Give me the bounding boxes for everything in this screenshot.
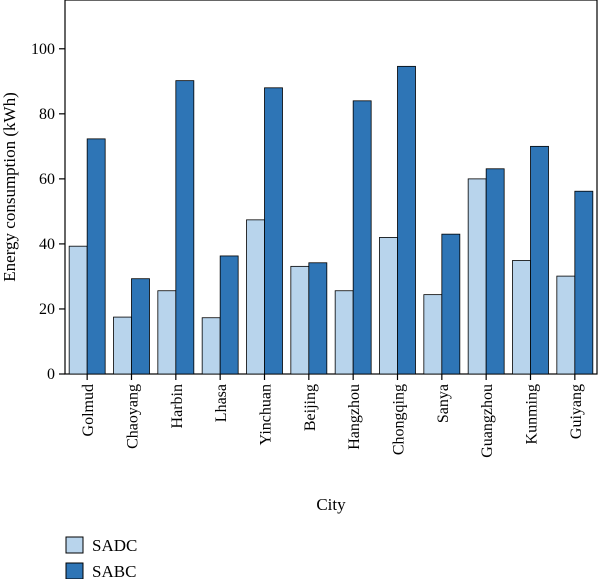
x-tick-label-golmud: Golmud [80, 384, 97, 436]
x-axis-title: City [316, 495, 346, 514]
bar-sadc-chongqing [379, 237, 398, 375]
y-tick-label: 80 [39, 106, 55, 123]
bar-sadc-harbin [157, 290, 177, 375]
bar-sadc-hangzhou [334, 290, 354, 375]
x-tick-label-chongqing: Chongqing [391, 384, 408, 455]
bar-sabc-sanya [441, 233, 461, 375]
bar-sabc-lhasa [219, 255, 239, 375]
bar-sadc-yinchuan [246, 219, 265, 375]
bar-sabc-kunming [530, 145, 549, 375]
x-tick-label-guiyang: Guiyang [568, 384, 585, 439]
x-tick-label-kunming: Kunming [524, 384, 541, 444]
bar-sadc-sanya [423, 294, 443, 375]
bar-sadc-guangzhou [467, 178, 487, 375]
bar-sabc-hangzhou [352, 100, 372, 375]
bar-sadc-beijing [290, 265, 310, 375]
legend: SADC SABC [65, 536, 137, 579]
x-axis: Golmud Chaoyang Harbin Lhasa Yinchuan Beijing… [80, 374, 585, 458]
legend-swatch-sabc [65, 562, 84, 579]
x-tick-label-yinchuan: Yinchuan [258, 384, 275, 445]
y-axis: 0 20 40 60 80 100 [31, 41, 65, 383]
legend-label-sadc: SADC [92, 536, 137, 555]
y-axis-title: Energy consumption (kWh) [0, 92, 19, 281]
bar-sadc-kunming [512, 260, 531, 375]
y-tick-label: 20 [39, 301, 55, 318]
bar-sabc-beijing [308, 262, 328, 375]
bar-sabc-guangzhou [485, 168, 505, 375]
x-tick-label-harbin: Harbin [169, 384, 186, 428]
y-tick-label: 60 [39, 171, 55, 188]
bar-sadc-golmud [68, 245, 88, 375]
bar-sabc-chaoyang [131, 278, 150, 375]
x-tick-label-guangzhou: Guangzhou [479, 384, 496, 458]
x-tick-label-lhasa: Lhasa [213, 384, 230, 422]
legend-label-sabc: SABC [92, 562, 136, 579]
bar-sadc-guiyang [556, 275, 576, 375]
y-tick-label: 0 [47, 366, 55, 383]
bar-sadc-lhasa [201, 317, 221, 375]
x-tick-label-hangzhou: Hangzhou [346, 384, 363, 450]
x-tick-label-chaoyang: Chaoyang [125, 384, 142, 449]
bar-sabc-yinchuan [264, 87, 283, 375]
bar-sabc-chongqing [397, 65, 416, 375]
plot-frame [64, 0, 598, 375]
legend-swatch-sadc [65, 536, 84, 554]
bars [68, 65, 594, 375]
y-tick-label: 40 [39, 236, 55, 253]
bar-sabc-harbin [175, 80, 195, 375]
x-tick-label-beijing: Beijing [302, 384, 319, 431]
bar-sabc-guiyang [574, 190, 594, 375]
bar-sadc-chaoyang [113, 316, 132, 375]
bar-sabc-golmud [86, 138, 106, 375]
y-tick-label: 100 [31, 41, 55, 58]
x-tick-label-sanya: Sanya [435, 384, 452, 423]
